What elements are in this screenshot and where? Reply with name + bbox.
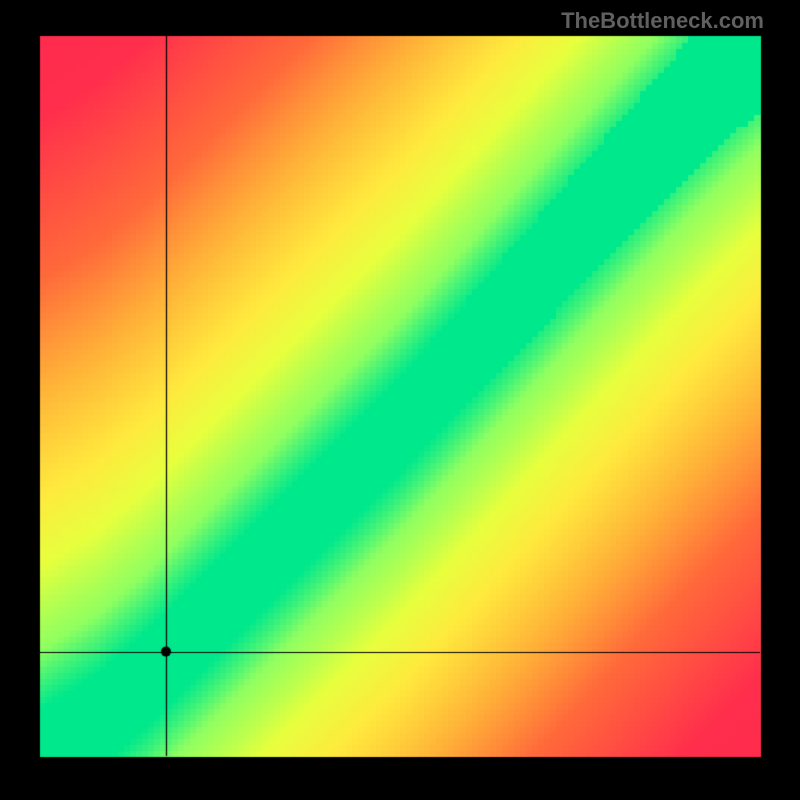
- bottleneck-heatmap: [0, 0, 800, 800]
- watermark-text: TheBottleneck.com: [561, 8, 764, 34]
- chart-container: TheBottleneck.com: [0, 0, 800, 800]
